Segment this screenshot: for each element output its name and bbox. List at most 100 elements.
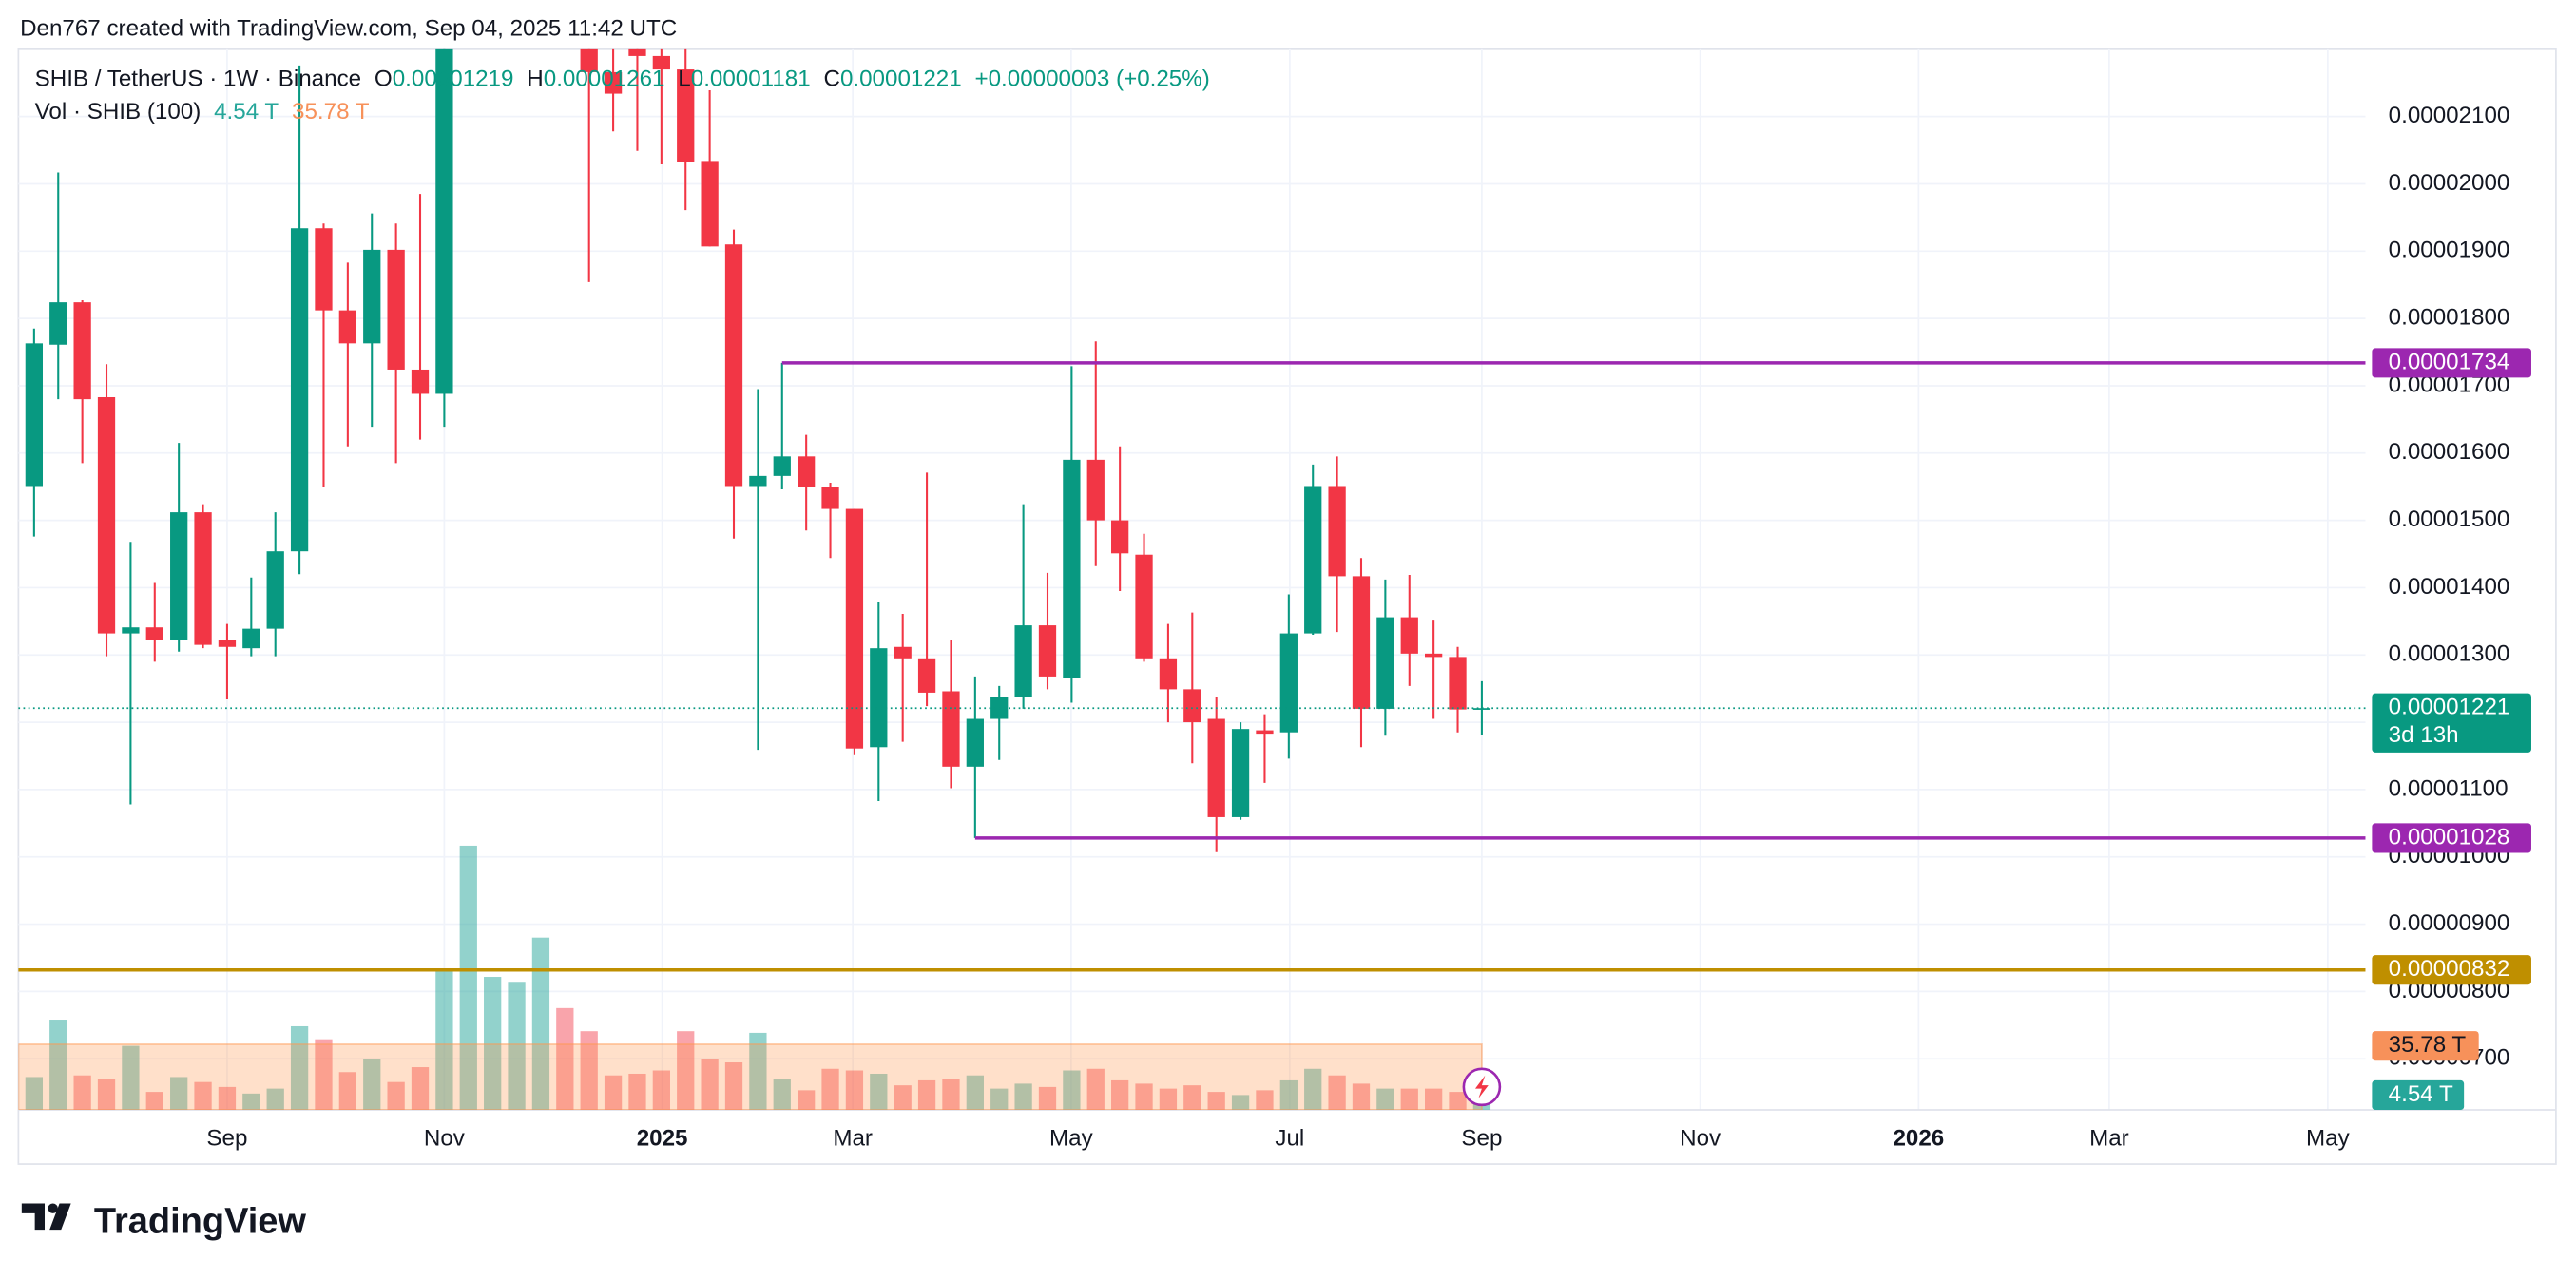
candles [25,48,1491,852]
volume-bar [122,1045,140,1111]
volume-bar [724,1062,743,1111]
volume-bar [628,1073,646,1111]
candle-body [97,396,116,634]
volume-bar [773,1079,791,1111]
volume-bar [338,1072,356,1111]
candle-body [1472,708,1491,710]
candle-body [652,55,670,70]
candle-body [387,249,405,370]
volume-ma-area [18,1043,1483,1111]
volume-bar [1111,1079,1129,1111]
volume-bar [1352,1083,1371,1111]
volume-bar [363,1059,381,1111]
ohlc-key: L [678,67,690,92]
volume-bar [145,1092,163,1111]
ohlc-value: 0.00001221 [840,67,962,92]
candle-body [1400,617,1418,654]
x-tick-label: Nov [1680,1126,1721,1152]
candle-body [1183,689,1201,723]
candle-body [1304,486,1322,634]
candle-body [604,71,623,94]
volume-bar [942,1079,960,1111]
candle-body [1256,730,1274,735]
caption: Den767 created with TradingView.com, Sep… [20,15,677,41]
candle-body [677,69,695,162]
candle-body [942,691,960,767]
y-tick-label: 0.00002100 [2389,103,2510,128]
volume-bar [242,1093,260,1111]
candle-body [1231,729,1250,817]
candle-body [1111,520,1129,554]
candle-body [290,228,309,552]
lightning-icon[interactable] [1462,1067,1502,1107]
candle-body [917,658,936,693]
volume-bar [1304,1068,1322,1111]
y-tick-label: 0.00001500 [2389,506,2510,532]
candle-body [122,627,140,634]
volume-bar [1376,1088,1394,1111]
x-tick-label: Mar [2089,1126,2129,1152]
volume-bar [604,1075,623,1111]
volume-bar [387,1081,405,1111]
volume-ma: 35.78 T [292,100,370,125]
volume-bar [435,968,453,1111]
volume-bar [677,1031,695,1111]
candle-body [145,627,163,640]
x-tick-label: 2025 [637,1126,688,1152]
candle-body [1063,459,1081,678]
volume-bar [652,1070,670,1111]
ohlc-value: 0.00001181 [691,67,811,92]
candle-body [894,646,912,659]
chart-frame [17,48,2557,1165]
candle-body [724,244,743,487]
volume-bar [917,1079,936,1111]
volume-bar [194,1081,212,1111]
candle-body [580,48,598,72]
volume-bar [290,1025,309,1111]
volume-bar [1328,1075,1346,1111]
volume-bar [49,1020,67,1111]
volume-bar [870,1073,888,1111]
volume-bar [1183,1085,1201,1111]
x-tick-label: 2026 [1893,1126,1944,1152]
ohlc-key: O [375,67,393,92]
volume-bar [990,1088,1009,1111]
volume-bar [1159,1088,1178,1111]
volume-bar [1135,1083,1153,1111]
price-badge [2372,955,2531,985]
ohlc-value: 0.00001219 [393,67,514,92]
volume-last-badge [2372,1079,2465,1111]
candle-body [218,640,237,647]
volume-bar [1231,1095,1250,1111]
countdown: 3d 13h [2389,722,2459,748]
level-label: 0.00000832 [2389,956,2510,982]
volume-bar [1449,1092,1467,1111]
volume-bar [531,937,550,1111]
candle-body [1328,486,1346,577]
candle-body [1207,718,1225,817]
legend-line: SHIB / TetherUS · 1W · Binance O0.0000121… [35,67,1210,92]
candle-body [701,161,719,247]
y-tick-label: 0.00001100 [2389,775,2509,801]
x-tick-label: May [1049,1126,1094,1152]
volume-bar [894,1085,912,1111]
logo [21,1203,71,1231]
volume-ma-badge [2372,1031,2479,1061]
candle-body [363,249,381,344]
y-tick-label: 0.00001800 [2389,305,2510,331]
candle-body [315,228,333,311]
change: +0.00000003 (+0.25%) [975,67,1210,92]
y-tick-label: 0.00000900 [2389,910,2510,936]
candle-body [1086,459,1105,521]
candle-body [266,551,284,629]
volume-bar [266,1088,284,1111]
candle-body [1425,653,1443,658]
volume-bar [484,977,502,1111]
volume-bar [218,1086,237,1111]
volume-bar [1256,1090,1274,1111]
volume-bar [1279,1079,1298,1111]
volume-bar [701,1059,719,1111]
x-tick-label: Mar [833,1126,873,1152]
volume-bar [170,1077,188,1111]
volume-bar [1425,1088,1443,1111]
